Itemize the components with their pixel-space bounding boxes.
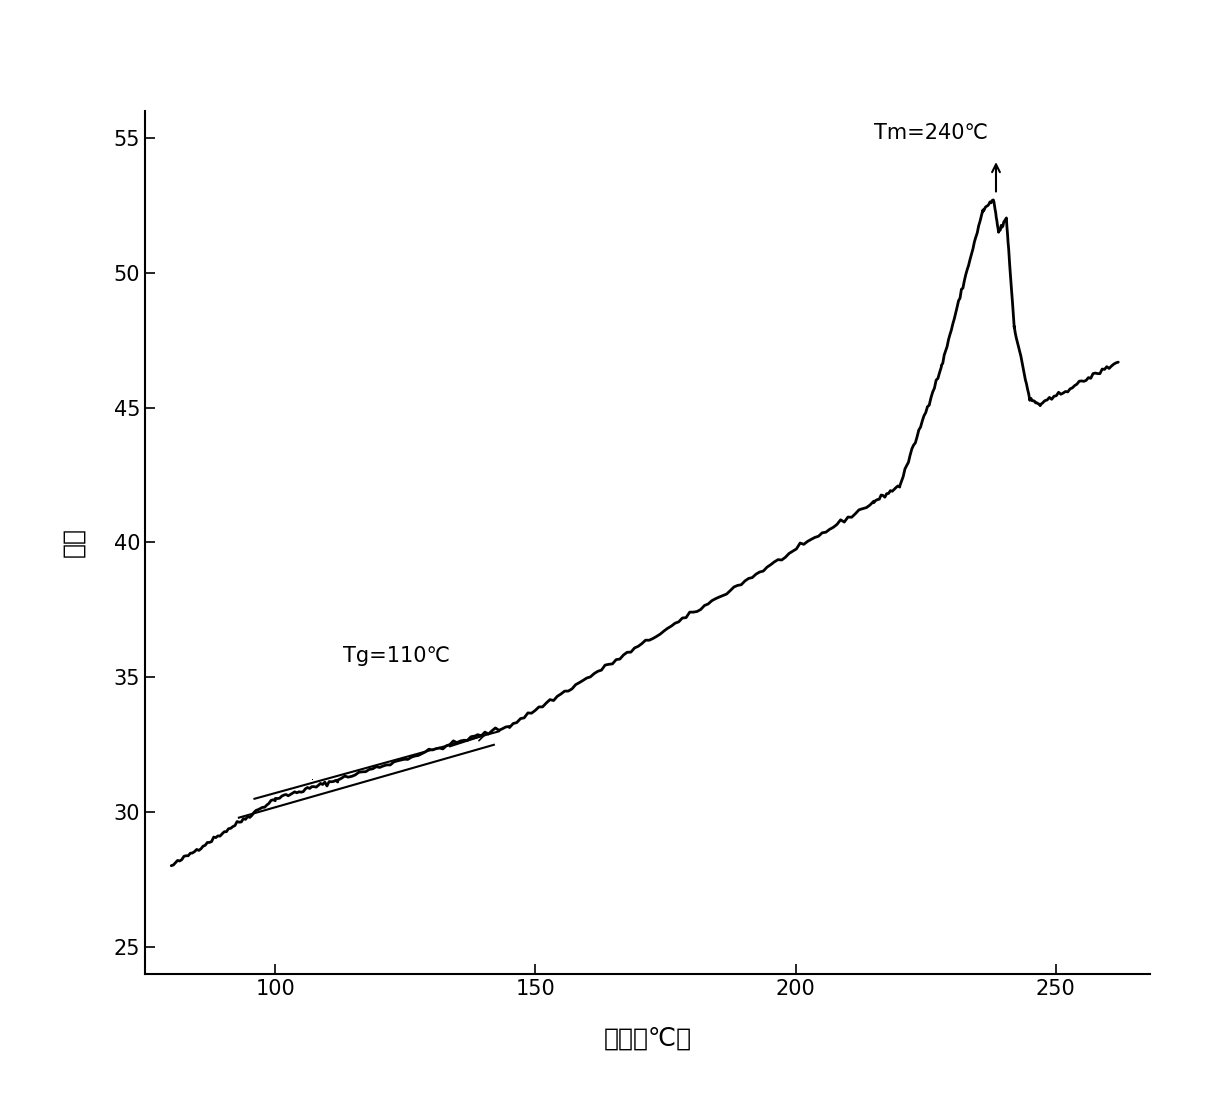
X-axis label: 温度（℃）: 温度（℃） [604,1027,691,1051]
Y-axis label: 热流: 热流 [60,527,85,558]
Text: Tg=110℃: Tg=110℃ [342,645,450,665]
Text: Tm=240℃: Tm=240℃ [874,123,987,143]
